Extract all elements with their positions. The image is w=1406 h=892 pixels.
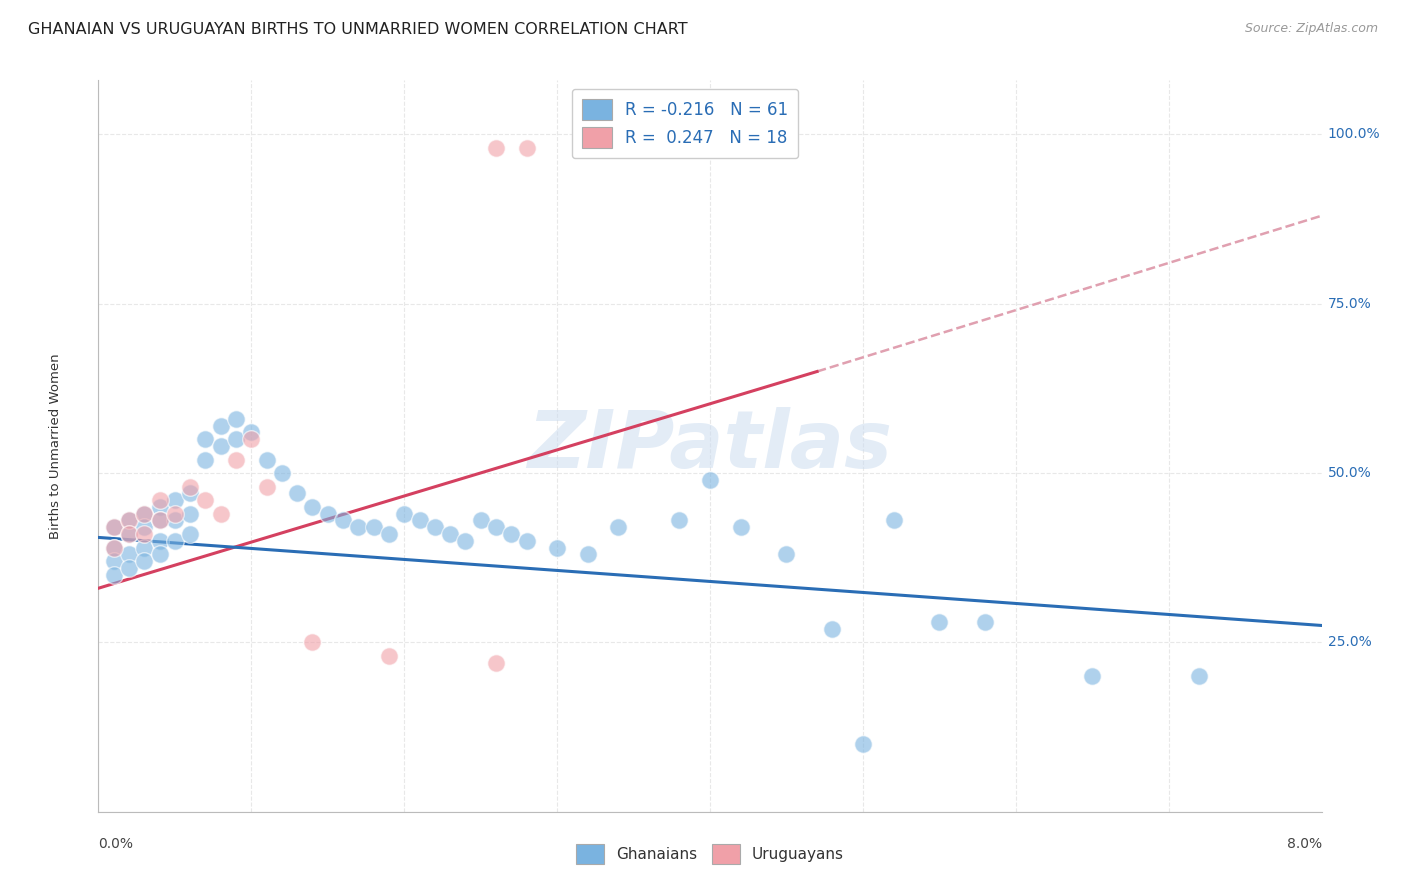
Point bbox=[928, 615, 950, 629]
Point bbox=[270, 466, 294, 480]
Legend: Ghanaians, Uruguayans: Ghanaians, Uruguayans bbox=[569, 838, 851, 870]
Point bbox=[149, 514, 172, 528]
Point bbox=[240, 432, 263, 446]
Point bbox=[974, 615, 997, 629]
Point bbox=[163, 514, 186, 528]
Point bbox=[485, 141, 508, 155]
Point bbox=[699, 473, 721, 487]
Point bbox=[316, 507, 339, 521]
Point bbox=[285, 486, 308, 500]
Point bbox=[118, 547, 141, 561]
Point bbox=[485, 520, 508, 534]
Point bbox=[225, 452, 247, 467]
Point bbox=[179, 527, 201, 541]
Point bbox=[163, 533, 186, 548]
Point bbox=[225, 432, 247, 446]
Point bbox=[118, 561, 141, 575]
Point bbox=[103, 541, 125, 555]
Point bbox=[179, 507, 201, 521]
Point bbox=[730, 520, 752, 534]
Point bbox=[378, 527, 401, 541]
Point bbox=[103, 554, 125, 568]
Point bbox=[134, 541, 156, 555]
Point bbox=[149, 547, 172, 561]
Point bbox=[240, 425, 263, 440]
Point bbox=[103, 567, 125, 582]
Point bbox=[408, 514, 430, 528]
Point bbox=[852, 737, 875, 751]
Point bbox=[163, 507, 186, 521]
Point bbox=[149, 493, 172, 508]
Point bbox=[163, 493, 186, 508]
Point bbox=[134, 527, 156, 541]
Point bbox=[668, 514, 690, 528]
Point bbox=[118, 527, 141, 541]
Point bbox=[423, 520, 446, 534]
Point bbox=[516, 141, 538, 155]
Point bbox=[149, 500, 172, 514]
Text: Births to Unmarried Women: Births to Unmarried Women bbox=[49, 353, 62, 539]
Point bbox=[470, 514, 492, 528]
Point bbox=[301, 635, 323, 649]
Text: 100.0%: 100.0% bbox=[1327, 128, 1381, 142]
Text: 75.0%: 75.0% bbox=[1327, 297, 1371, 310]
Point bbox=[516, 533, 538, 548]
Point bbox=[607, 520, 630, 534]
Point bbox=[194, 432, 217, 446]
Point bbox=[149, 514, 172, 528]
Point bbox=[179, 480, 201, 494]
Point bbox=[256, 452, 278, 467]
Point bbox=[209, 507, 232, 521]
Point bbox=[103, 520, 125, 534]
Point bbox=[883, 514, 905, 528]
Point bbox=[821, 622, 844, 636]
Point bbox=[378, 648, 401, 663]
Point bbox=[118, 527, 141, 541]
Point bbox=[546, 541, 568, 555]
Point bbox=[134, 554, 156, 568]
Point bbox=[103, 520, 125, 534]
Point bbox=[1188, 669, 1211, 683]
Point bbox=[775, 547, 797, 561]
Point bbox=[194, 452, 217, 467]
Point bbox=[134, 507, 156, 521]
Point bbox=[209, 439, 232, 453]
Point bbox=[103, 541, 125, 555]
Point bbox=[209, 418, 232, 433]
Text: 25.0%: 25.0% bbox=[1327, 635, 1371, 649]
Point bbox=[149, 533, 172, 548]
Point bbox=[256, 480, 278, 494]
Text: 8.0%: 8.0% bbox=[1286, 838, 1322, 851]
Point bbox=[347, 520, 370, 534]
Point bbox=[392, 507, 416, 521]
Point bbox=[1081, 669, 1104, 683]
Point bbox=[332, 514, 354, 528]
Point bbox=[134, 520, 156, 534]
Point bbox=[501, 527, 523, 541]
Text: ZIPatlas: ZIPatlas bbox=[527, 407, 893, 485]
Text: GHANAIAN VS URUGUAYAN BIRTHS TO UNMARRIED WOMEN CORRELATION CHART: GHANAIAN VS URUGUAYAN BIRTHS TO UNMARRIE… bbox=[28, 22, 688, 37]
Point bbox=[485, 656, 508, 670]
Text: 50.0%: 50.0% bbox=[1327, 467, 1371, 480]
Point bbox=[576, 547, 599, 561]
Point bbox=[134, 507, 156, 521]
Text: Source: ZipAtlas.com: Source: ZipAtlas.com bbox=[1244, 22, 1378, 36]
Point bbox=[194, 493, 217, 508]
Point bbox=[363, 520, 385, 534]
Point bbox=[179, 486, 201, 500]
Point bbox=[225, 412, 247, 426]
Point bbox=[301, 500, 323, 514]
Point bbox=[454, 533, 477, 548]
Text: 0.0%: 0.0% bbox=[98, 838, 134, 851]
Point bbox=[118, 514, 141, 528]
Point bbox=[118, 514, 141, 528]
Point bbox=[439, 527, 461, 541]
